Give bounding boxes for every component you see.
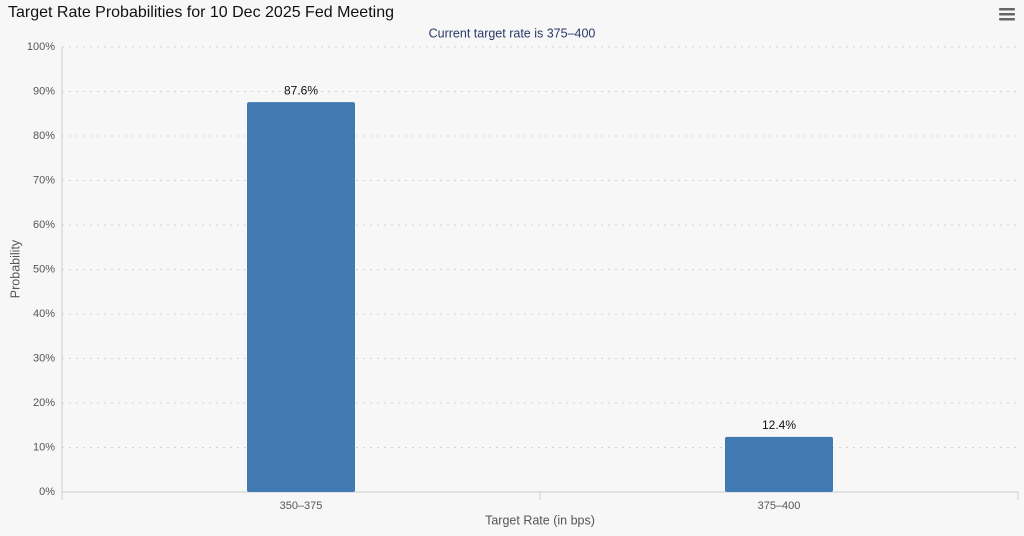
y-tick-label: 40% [33,308,55,320]
y-tick-label: 30% [33,352,55,364]
y-axis-label: Probability [8,239,22,298]
menu-bar [999,18,1015,21]
x-tick-label: 350–375 [280,500,323,512]
y-tick-label: 10% [33,441,55,453]
y-tick-label: 0% [39,486,55,498]
x-tick-label: 375–400 [758,500,801,512]
y-tick-label: 80% [33,130,55,142]
bar [725,436,833,492]
data-label: 12.4% [762,418,796,432]
menu-icon[interactable] [999,8,1015,21]
chart-subtitle: Current target rate is 375–400 [429,26,596,40]
menu-bar [999,8,1015,11]
x-axis-label: Target Rate (in bps) [485,513,595,527]
bar [247,102,355,493]
y-tick-label: 50% [33,263,55,275]
y-tick-label: 70% [33,174,55,186]
y-tick-label: 20% [33,397,55,409]
y-tick-label: 90% [33,85,55,97]
chart-title: Target Rate Probabilities for 10 Dec 202… [8,4,394,21]
y-tick-label: 60% [33,219,55,231]
y-tick-label: 100% [27,41,55,53]
data-label: 87.6% [284,83,318,97]
menu-bar [999,13,1015,16]
